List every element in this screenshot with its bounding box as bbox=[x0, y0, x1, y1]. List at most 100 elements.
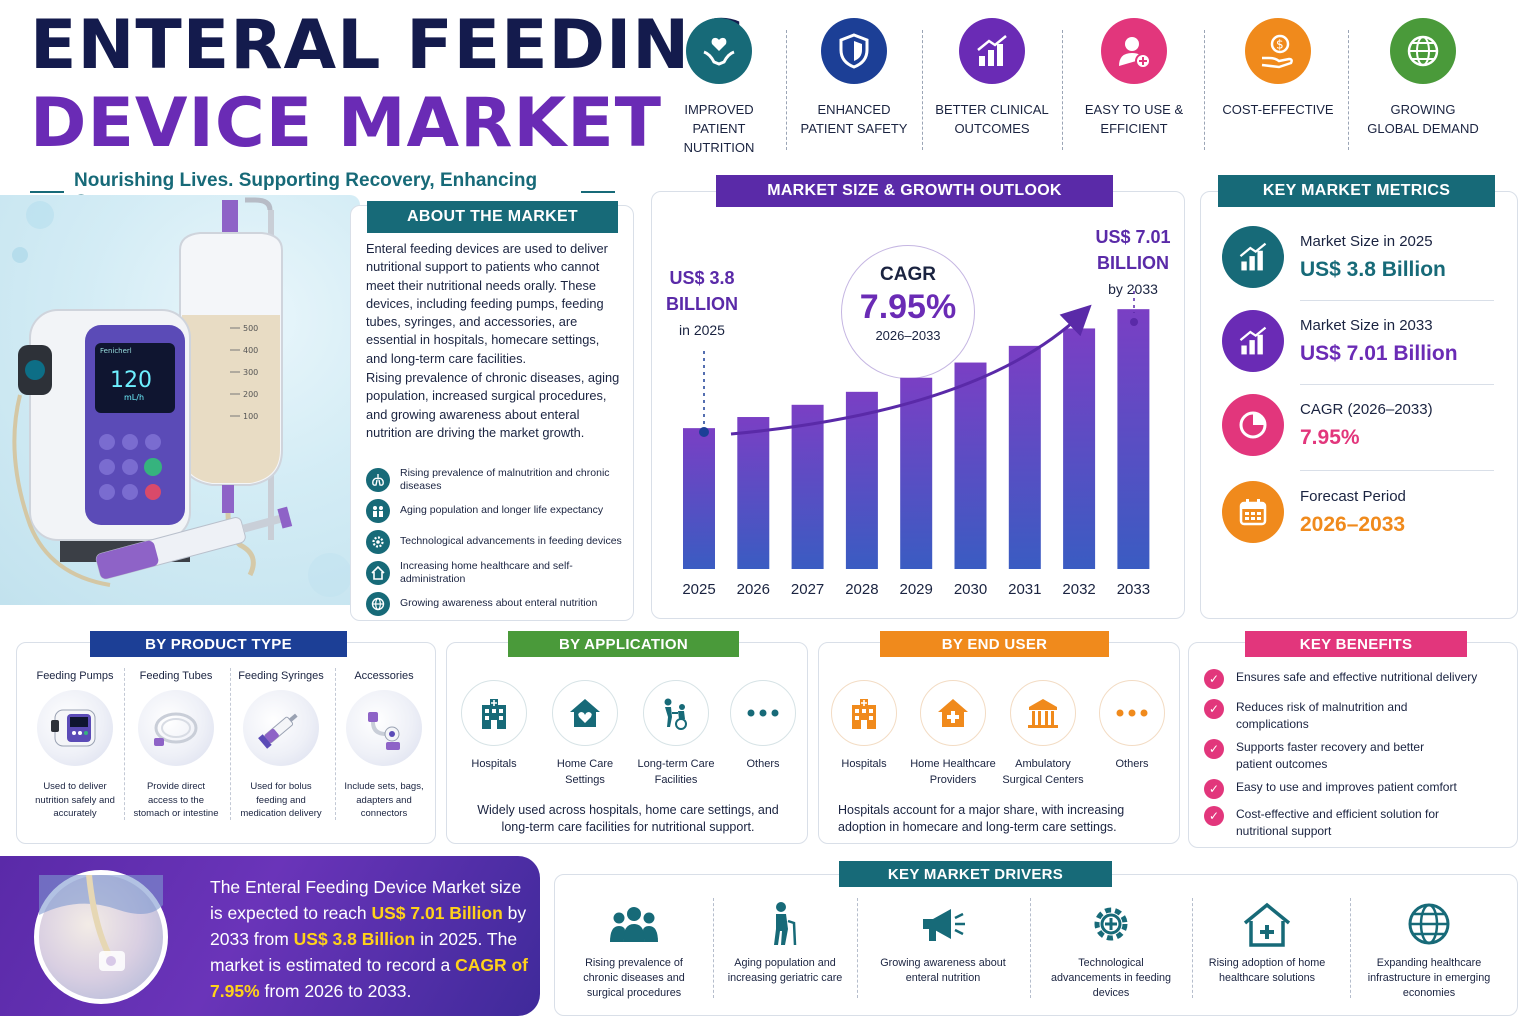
product-desc: Used to deliver nutrition safely and acc… bbox=[35, 781, 115, 819]
metrics-heading: KEY MARKET METRICS bbox=[1218, 175, 1495, 207]
driver-divider bbox=[857, 898, 858, 998]
summary-highlight-cagr: CAGR of 7.95% bbox=[210, 955, 529, 1001]
bar-2029 bbox=[900, 377, 933, 569]
application-label: Hospitals bbox=[471, 758, 517, 770]
tagline-dash-left bbox=[30, 191, 64, 193]
feature-divider bbox=[1062, 30, 1063, 150]
hand-dollar-icon: $ bbox=[1245, 18, 1311, 84]
benefits-heading: KEY BENEFITS bbox=[1245, 631, 1467, 657]
application-label: Home Care Settings bbox=[556, 758, 614, 786]
x-tick-label: 2030 bbox=[954, 581, 987, 598]
end-dot bbox=[1130, 318, 1138, 326]
chart-end-unit: BILLION bbox=[1097, 253, 1169, 273]
driver-label: Expanding healthcare infrastructure in e… bbox=[1367, 957, 1491, 999]
shield-icon bbox=[821, 18, 887, 84]
driver-chronic-diseases: Rising prevalence of chronic diseases an… bbox=[569, 900, 699, 1001]
globe-icon bbox=[1390, 18, 1456, 84]
x-tick-label: 2033 bbox=[1117, 581, 1150, 598]
bar-2028 bbox=[845, 391, 878, 569]
application-heading: BY APPLICATION bbox=[508, 631, 739, 657]
feature-global-demand: GROWING GLOBAL DEMAND bbox=[1363, 18, 1483, 138]
product-title: Feeding Tubes bbox=[139, 670, 213, 682]
enduser-ambulatory: Ambulatory Surgical Centers bbox=[997, 680, 1089, 788]
megaphone-icon bbox=[878, 900, 1008, 948]
enduser-label: Ambulatory Surgical Centers bbox=[1002, 758, 1084, 786]
benefit-text: Supports faster recovery and better pati… bbox=[1236, 740, 1425, 771]
growth-chart-icon bbox=[959, 18, 1025, 84]
driver-label: Aging population and increasing geriatri… bbox=[727, 957, 843, 984]
hospital-icon bbox=[461, 680, 527, 746]
lungs-icon bbox=[366, 467, 390, 492]
gear-icon bbox=[1046, 900, 1176, 948]
summary-banner: The Enteral Feeding Device Market size i… bbox=[0, 856, 540, 1016]
growth-chart-icon bbox=[1222, 310, 1284, 372]
bag-mark-300: 300 bbox=[243, 368, 258, 377]
metric-label: Market Size in 2033 bbox=[1300, 316, 1433, 334]
feature-clinical-outcomes: BETTER CLINICAL OUTCOMES bbox=[932, 18, 1052, 138]
driver-divider bbox=[1192, 898, 1193, 998]
summary-highlight-2033: US$ 7.01 Billion bbox=[371, 903, 503, 923]
tagline-dash-right bbox=[581, 191, 615, 193]
benefits-panel bbox=[1188, 642, 1518, 848]
product-heading: BY PRODUCT TYPE bbox=[90, 631, 347, 657]
about-bullet-text: Growing awareness about enteral nutritio… bbox=[400, 597, 598, 609]
x-tick-label: 2026 bbox=[737, 581, 770, 598]
globe-icon bbox=[1364, 900, 1494, 948]
about-para1: Enteral feeding devices are used to deli… bbox=[366, 241, 608, 366]
chart-end-annotation: US$ 7.01 BILLION by 2033 bbox=[1080, 224, 1186, 302]
about-bullet: Rising prevalence of malnutrition and ch… bbox=[366, 464, 622, 495]
growth-trend-arrow bbox=[730, 304, 1092, 436]
driver-aging-population: Aging population and increasing geriatri… bbox=[720, 900, 850, 986]
application-home-care: Home Care Settings bbox=[539, 680, 631, 788]
x-tick-label: 2031 bbox=[1008, 581, 1041, 598]
feeding-tube-icon bbox=[138, 690, 214, 766]
feature-label: BETTER CLINICAL OUTCOMES bbox=[935, 102, 1049, 136]
x-tick-label: 2028 bbox=[845, 581, 878, 598]
bar-2025 bbox=[683, 428, 715, 569]
feature-label: COST-EFFECTIVE bbox=[1222, 102, 1334, 117]
enduser-hospitals: Hospitals bbox=[818, 680, 910, 772]
page-title-line2: DEVICE MARKET bbox=[30, 84, 663, 163]
benefit-item: ✓ Cost-effective and efficient solution … bbox=[1204, 806, 1464, 839]
driver-awareness: Growing awareness about enteral nutritio… bbox=[878, 900, 1008, 986]
pump-brand: Fenicherl bbox=[100, 347, 132, 355]
calendar-icon bbox=[1222, 481, 1284, 543]
metric-cagr: CAGR (2026–2033) 7.95% bbox=[1222, 383, 1492, 467]
svg-text:$: $ bbox=[1276, 38, 1284, 52]
elderly-icon bbox=[720, 900, 850, 948]
check-icon: ✓ bbox=[1204, 669, 1224, 689]
check-icon: ✓ bbox=[1204, 806, 1224, 826]
cagr-label: CAGR bbox=[880, 264, 936, 285]
about-bullets: Rising prevalence of malnutrition and ch… bbox=[366, 464, 622, 619]
bag-mark-500: 500 bbox=[243, 324, 258, 333]
application-others: Others bbox=[717, 680, 809, 772]
summary-t2: by 2033 from bbox=[210, 903, 527, 949]
benefit-text: Reduces risk of malnutrition and complic… bbox=[1236, 700, 1408, 731]
feature-divider bbox=[786, 30, 787, 150]
cagr-value: 7.95% bbox=[859, 288, 957, 326]
about-bullet-text: Technological advancements in feeding de… bbox=[400, 535, 622, 547]
metric-value: 2026–2033 bbox=[1300, 512, 1406, 536]
more-icon bbox=[1099, 680, 1165, 746]
syringe-icon bbox=[243, 690, 319, 766]
pie-chart-icon bbox=[1222, 394, 1284, 456]
driver-divider bbox=[1030, 898, 1031, 998]
about-bullet: Technological advancements in feeding de… bbox=[366, 526, 622, 557]
globe-icon bbox=[366, 591, 390, 616]
product-feeding-syringes: Feeding Syringes Used for bolus feeding … bbox=[237, 670, 325, 821]
bar-2032 bbox=[1063, 328, 1096, 569]
feature-label: EASY TO USE & EFFICIENT bbox=[1084, 102, 1184, 136]
feeding-device-illustration: 500 400 300 200 100 Fenicherl 120 mL/h bbox=[12, 197, 352, 597]
cagr-period: 2026–2033 bbox=[875, 328, 941, 343]
page-title-line1: ENTERAL FEEDING bbox=[30, 6, 748, 85]
bar-2033 bbox=[1117, 309, 1150, 569]
growth-chart-icon bbox=[1222, 226, 1284, 288]
home-heart-icon bbox=[552, 680, 618, 746]
product-title: Accessories bbox=[354, 670, 414, 682]
feature-label: ENHANCED PATIENT SAFETY bbox=[800, 102, 908, 136]
metric-value: US$ 7.01 Billion bbox=[1300, 341, 1458, 365]
home-icon bbox=[366, 560, 390, 585]
building-icon bbox=[1010, 680, 1076, 746]
enduser-home-healthcare: Home Healthcare Providers bbox=[907, 680, 999, 788]
application-label: Others bbox=[746, 758, 780, 770]
